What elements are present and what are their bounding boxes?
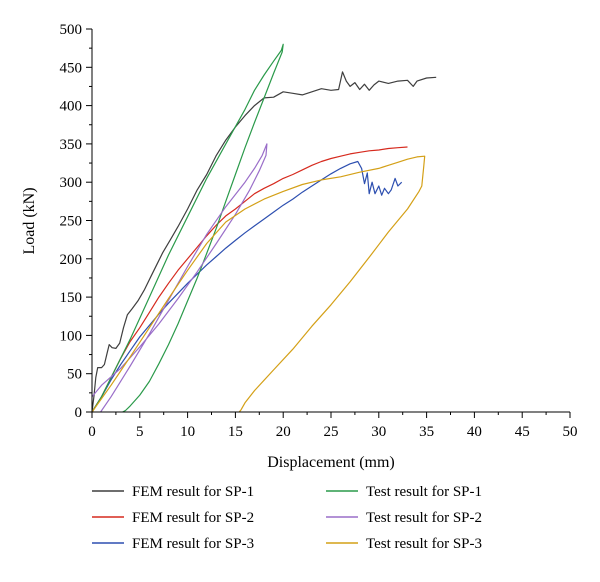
- y-tick-label: 300: [60, 175, 83, 191]
- y-tick-label: 0: [75, 405, 83, 421]
- x-tick-label: 35: [419, 424, 434, 440]
- series-line-5: [91, 143, 268, 413]
- legend-item: FEM result for SP-2: [92, 510, 254, 526]
- legend: FEM result for SP-1 FEM result for SP-2 FE…: [92, 484, 482, 552]
- plot-series: [91, 43, 437, 413]
- x-tick-label: 10: [180, 424, 195, 440]
- legend-item: FEM result for SP-1: [92, 484, 254, 500]
- series-line-1: [91, 71, 437, 413]
- y-tick-label: 50: [67, 367, 82, 383]
- y-tick-label: 500: [60, 22, 83, 38]
- y-tick-label: 150: [60, 290, 83, 306]
- series-line-2: [91, 146, 408, 413]
- x-axis-label: Displacement (mm): [267, 454, 395, 471]
- x-tick-label: 20: [276, 424, 291, 440]
- y-tick-label: 350: [60, 137, 83, 153]
- y-tick-label: 400: [60, 99, 83, 115]
- y-tick-label: 100: [60, 328, 83, 344]
- y-axis-label: Load (kN): [21, 187, 38, 254]
- legend-item: FEM result for SP-3: [92, 536, 254, 552]
- x-tick-label: 45: [515, 424, 530, 440]
- x-tick-label: 5: [136, 424, 144, 440]
- x-tick-label: 15: [228, 424, 243, 440]
- axes: 0 5 10 15 20 25 30 35 40 45 5005010015020025030035…: [60, 22, 578, 440]
- x-tick-label: 50: [563, 424, 578, 440]
- series-line-4: [91, 43, 284, 413]
- x-tick-label: 0: [88, 424, 96, 440]
- y-tick-label: 200: [60, 252, 83, 268]
- y-tick-label: 250: [60, 214, 83, 230]
- legend-label: Test result for SP-1: [366, 484, 482, 500]
- legend-label: Test result for SP-2: [366, 510, 482, 526]
- legend-item: Test result for SP-1: [326, 484, 482, 500]
- y-tick-label: 450: [60, 60, 83, 76]
- legend-item: Test result for SP-2: [326, 510, 482, 526]
- legend-label: FEM result for SP-3: [132, 536, 254, 552]
- series-line-6: [91, 155, 426, 413]
- x-tick-label: 25: [324, 424, 339, 440]
- legend-label: FEM result for SP-2: [132, 510, 254, 526]
- legend-label: FEM result for SP-1: [132, 484, 254, 500]
- legend-label: Test result for SP-3: [366, 536, 482, 552]
- legend-item: Test result for SP-3: [326, 536, 482, 552]
- x-tick-label: 30: [371, 424, 386, 440]
- x-tick-label: 40: [467, 424, 482, 440]
